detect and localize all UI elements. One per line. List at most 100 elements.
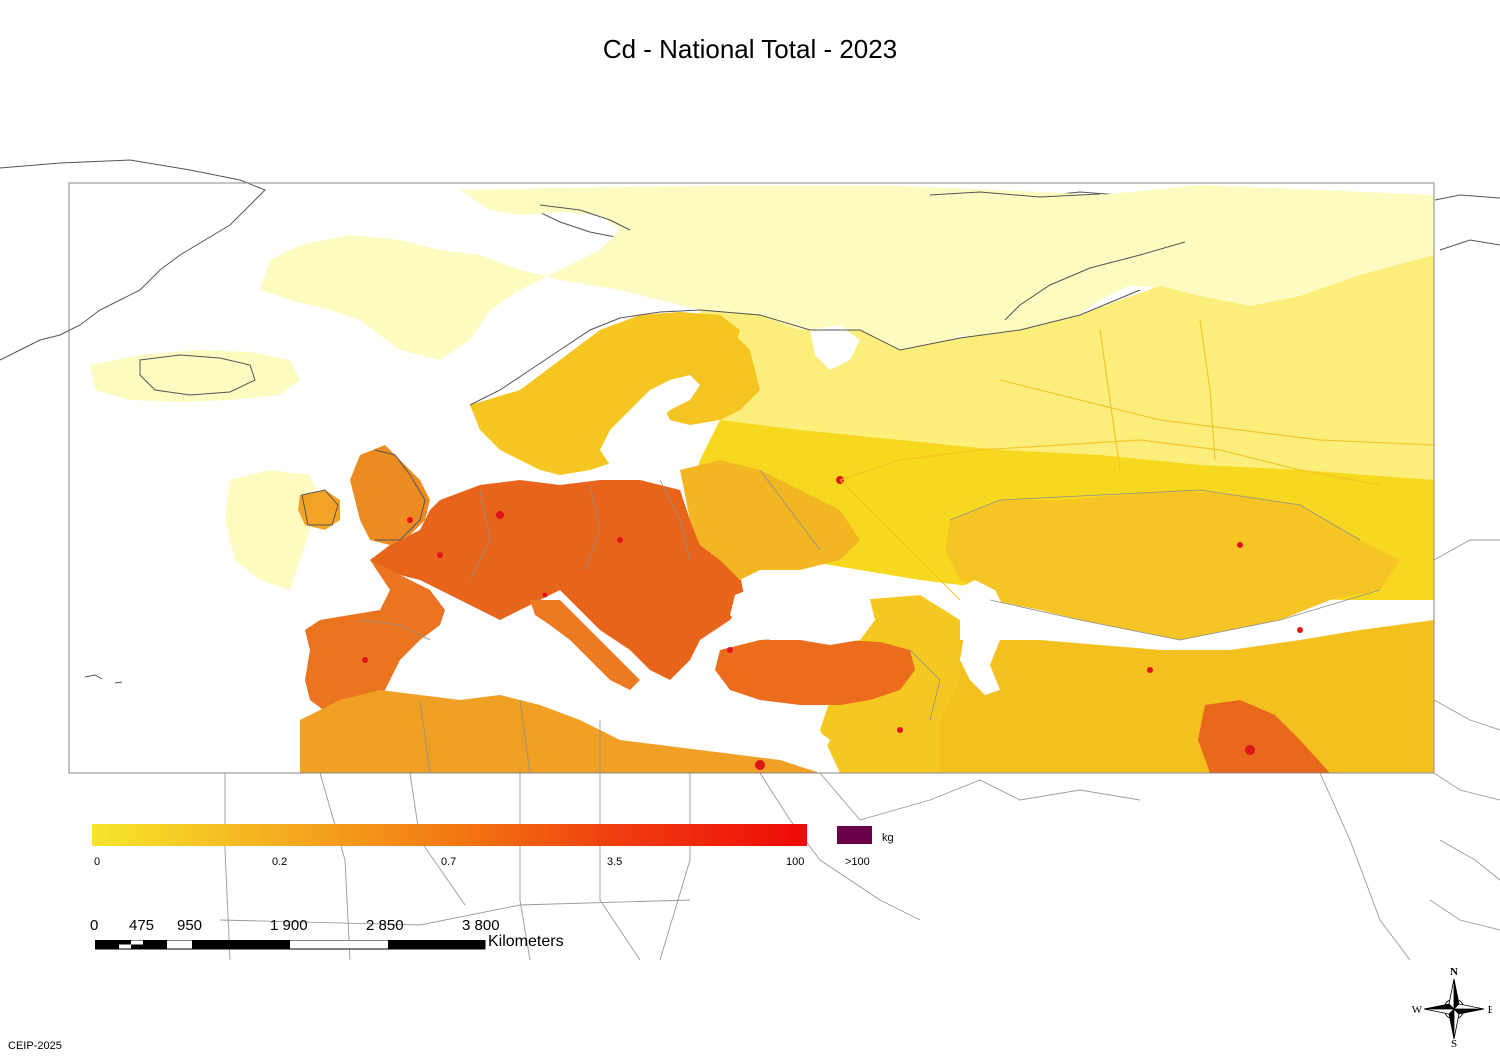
hotspot-ruhr (496, 511, 504, 519)
scale-label-5: 3 800 (462, 917, 500, 934)
franz-josef-inner (929, 191, 1101, 198)
azores-island-1 (84, 674, 103, 680)
scale-label-0: 0 (90, 917, 99, 934)
mediterranean-sea (400, 640, 830, 762)
scale-label-1: 475 (129, 917, 155, 934)
france-spain (305, 560, 445, 715)
grid-frame (68, 182, 1435, 774)
iceland-region (90, 350, 300, 402)
border-fr-es (359, 619, 431, 641)
ireland-coast (301, 489, 339, 526)
hotspot-tehran (897, 727, 903, 733)
novaya-zemlya-inner (1004, 241, 1186, 321)
asia-border-5 (1429, 899, 1500, 931)
border-pl-by (659, 479, 691, 561)
legend-colorbar (92, 824, 807, 846)
scale-label-4: 2 850 (366, 917, 404, 934)
kazakhstan (945, 490, 1400, 640)
asia-border-3 (1433, 772, 1500, 801)
asia-border-4 (1439, 839, 1500, 881)
compass-e: E (1488, 1004, 1492, 1016)
compass-rose-icon: N S W E (1412, 966, 1492, 1047)
africa-border-7 (219, 899, 691, 926)
azores-islands (84, 674, 123, 684)
hotspot-london (407, 517, 413, 523)
border-de-fr (469, 489, 491, 581)
arctic-coast (699, 289, 1141, 351)
compass-w: W (1412, 1004, 1423, 1016)
greenland-coast (0, 159, 266, 361)
asia-border-2 (1433, 699, 1500, 731)
north-sea (420, 415, 500, 490)
iceland-coast (139, 354, 256, 396)
border-africa (419, 699, 601, 773)
border-ua-ru (759, 469, 821, 551)
british-isles (350, 445, 430, 545)
legend-overflow-label: >100 (845, 856, 870, 868)
border-ru-kz (949, 489, 1361, 541)
scale-unit-label: Kilometers (488, 933, 564, 950)
legend-tick-0: 0 (94, 856, 101, 868)
border-de-pl (584, 484, 601, 571)
africa-border-6 (659, 773, 691, 961)
italy (530, 600, 640, 690)
scale-label-3: 1 900 (270, 917, 308, 934)
africa-border-5 (599, 773, 641, 961)
road-2 (839, 479, 961, 601)
ukraine-belarus (680, 460, 860, 580)
asia-border-1 (1433, 539, 1500, 561)
siberia-coast (1434, 194, 1500, 251)
inner-coastlines (139, 191, 1186, 541)
hotspot-silesia (617, 537, 623, 543)
africa-border-4 (519, 773, 531, 961)
border-kz-south (989, 589, 1381, 641)
western-europe (370, 480, 745, 680)
india-coast (1319, 772, 1411, 961)
turkey (715, 638, 915, 705)
hotspot-paris (437, 552, 443, 558)
border-tr-east (909, 649, 941, 721)
road-network (839, 319, 1434, 601)
africa-border-1 (224, 773, 231, 961)
north-africa (300, 690, 820, 773)
legend-tick-1: 0.2 (272, 856, 288, 868)
legend-unit: kg (882, 832, 894, 844)
hotspot-milan (542, 592, 548, 598)
map-title: Cd - National Total - 2023 (602, 34, 898, 64)
atlantic-pale (225, 470, 320, 590)
arctic-sea-pale (260, 185, 1434, 360)
arabia-border (819, 772, 1141, 821)
legend-overflow-swatch (837, 826, 872, 844)
hotspot-tashkent (1147, 667, 1153, 673)
scale-bar (95, 940, 486, 950)
national-borders (359, 469, 1381, 773)
hotspot-almaty (1297, 627, 1303, 633)
credit-label: CEIP-2025 (8, 1040, 62, 1052)
ireland (298, 490, 340, 530)
compass-s: S (1451, 1038, 1457, 1047)
legend-tick-3: 3.5 (607, 856, 623, 868)
hotspot-lahore (1245, 745, 1255, 755)
legend-tick-4: 100 (786, 856, 805, 868)
central-asia (930, 620, 1434, 773)
compass-n: N (1450, 966, 1458, 978)
black-sea (730, 580, 875, 645)
azores-island-2 (114, 681, 123, 684)
scale-label-2: 950 (177, 917, 203, 934)
baltic-sea (600, 375, 700, 470)
svalbard-inner (539, 204, 631, 231)
norway-coast (469, 309, 701, 406)
red-sea-coast (759, 772, 921, 921)
uk-coast (374, 449, 426, 541)
road-3 (999, 379, 1434, 446)
hotspot-karaganda (1237, 542, 1243, 548)
legend-tick-2: 0.7 (441, 856, 457, 868)
africa-border-2 (319, 772, 351, 961)
caspian-sea (955, 580, 1005, 695)
hotspot-nile (755, 760, 765, 770)
emission-grid (90, 185, 1434, 773)
road-4 (1099, 329, 1121, 471)
india-hotspot (1198, 700, 1330, 773)
outer-borders (219, 539, 1500, 961)
hotspot-istanbul (727, 647, 733, 653)
